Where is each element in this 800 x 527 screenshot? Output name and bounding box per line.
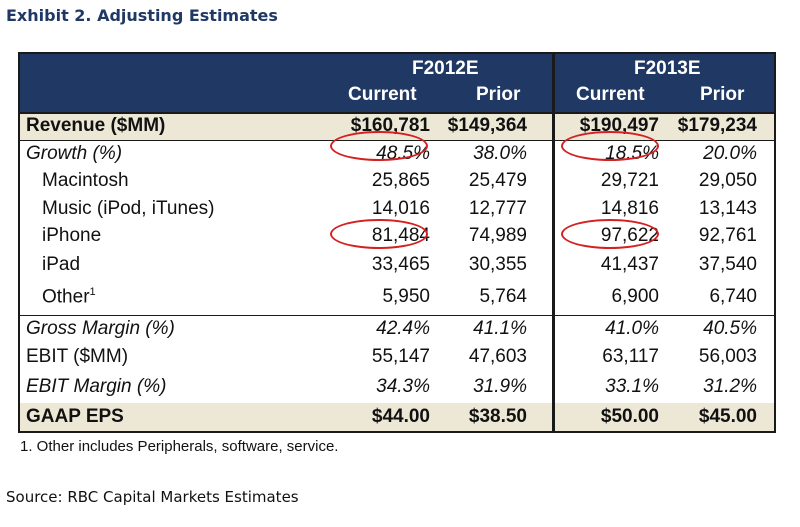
value-cell: $149,364 — [447, 115, 527, 136]
value-cell: 29,721 — [600, 170, 659, 191]
highlight-circle-growth-2012 — [330, 131, 428, 161]
value-cell: 38.0% — [473, 143, 527, 164]
table-row: EBIT ($MM) 55,147 47,603 63,117 56,003 — [20, 343, 774, 370]
value-cell: 37,540 — [698, 254, 757, 275]
table-row: EBIT Margin (%) 34.3% 31.9% 33.1% 31.2% — [20, 370, 774, 403]
value-cell: 63,117 — [602, 346, 659, 367]
value-cell: 29,050 — [698, 170, 757, 191]
value-cell: 40.5% — [703, 318, 757, 339]
header-prior-2012: Prior — [476, 84, 521, 105]
table-row: Other1 5,950 5,764 6,900 6,740 — [20, 279, 774, 315]
value-cell: $44.00 — [371, 406, 430, 427]
value-cell: 13,143 — [698, 198, 757, 219]
value-cell: 92,761 — [698, 225, 757, 246]
value-cell: 56,003 — [698, 346, 757, 367]
value-cell: 5,764 — [479, 286, 527, 307]
header-year-f2012e: F2012E — [412, 58, 479, 79]
row-label: EBIT Margin (%) — [26, 376, 167, 397]
row-label: Growth (%) — [26, 143, 123, 164]
row-label: Gross Margin (%) — [26, 318, 175, 339]
value-cell: 30,355 — [468, 254, 527, 275]
value-cell: 34.3% — [376, 376, 430, 397]
value-cell: 12,777 — [468, 198, 527, 219]
source-line: Source: RBC Capital Markets Estimates — [6, 488, 299, 506]
footnote: 1. Other includes Peripherals, software,… — [20, 438, 339, 455]
value-cell: $45.00 — [698, 406, 757, 427]
value-cell: $50.00 — [600, 406, 659, 427]
footnote-marker: 1 — [89, 286, 96, 298]
value-cell: 25,865 — [371, 170, 430, 191]
value-cell: 6,740 — [709, 286, 757, 307]
exhibit-title: Exhibit 2. Adjusting Estimates — [6, 6, 278, 25]
value-cell: 33.1% — [605, 376, 659, 397]
header-year-f2013e: F2013E — [634, 58, 701, 79]
value-cell: 55,147 — [371, 346, 430, 367]
value-cell: 42.4% — [376, 318, 430, 339]
value-cell: 31.9% — [473, 376, 527, 397]
header-current-2012: Current — [348, 84, 417, 105]
value-cell: 74,989 — [468, 225, 527, 246]
value-cell: 20.0% — [703, 143, 757, 164]
value-cell: 47,603 — [468, 346, 527, 367]
highlight-circle-growth-2013 — [561, 131, 659, 161]
header-current-2013: Current — [576, 84, 645, 105]
table-row: GAAP EPS $44.00 $38.50 $50.00 $45.00 — [20, 403, 774, 431]
value-cell: 31.2% — [703, 376, 757, 397]
value-cell: 14,816 — [600, 198, 659, 219]
row-label: EBIT ($MM) — [26, 346, 129, 367]
table-row: Music (iPod, iTunes) 14,016 12,777 14,816 13… — [20, 195, 774, 222]
highlight-circle-iphone-2013 — [561, 219, 659, 249]
row-divider — [20, 315, 774, 316]
row-label: GAAP EPS — [26, 406, 124, 427]
value-cell: 41.1% — [473, 318, 527, 339]
row-label: Other1 — [42, 286, 96, 308]
header-divider — [20, 112, 774, 114]
highlight-circle-iphone-2012 — [330, 219, 428, 249]
row-label: Revenue ($MM) — [26, 115, 166, 136]
estimates-table: F2012E F2013E Current Prior Current Prio… — [18, 52, 776, 433]
table-row: Gross Margin (%) 42.4% 41.1% 41.0% 40.5% — [20, 315, 774, 343]
header-prior-2013: Prior — [700, 84, 745, 105]
row-label: iPad — [42, 254, 81, 275]
value-cell: 41.0% — [605, 318, 659, 339]
table-row: iPad 33,465 30,355 41,437 37,540 — [20, 250, 774, 279]
year-divider — [552, 54, 555, 431]
table-row: Macintosh 25,865 25,479 29,721 29,050 — [20, 167, 774, 195]
value-cell: 41,437 — [600, 254, 659, 275]
row-label: iPhone — [42, 225, 102, 246]
value-cell: 25,479 — [468, 170, 527, 191]
row-label: Music (iPod, iTunes) — [42, 198, 215, 219]
value-cell: 6,900 — [611, 286, 659, 307]
row-label: Macintosh — [42, 170, 129, 191]
value-cell: $179,234 — [677, 115, 757, 136]
value-cell: 5,950 — [382, 286, 430, 307]
value-cell: $38.50 — [468, 406, 527, 427]
value-cell: 33,465 — [371, 254, 430, 275]
table-header: F2012E F2013E Current Prior Current Prio… — [20, 54, 774, 112]
value-cell: 14,016 — [371, 198, 430, 219]
